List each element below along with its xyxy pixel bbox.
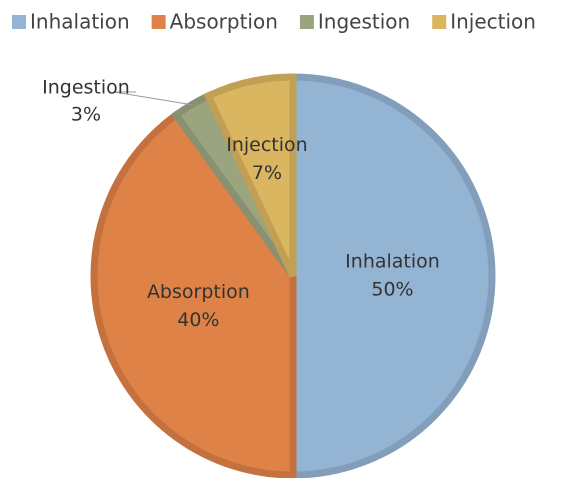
legend-label: Injection [450, 10, 536, 34]
pie-slice [289, 73, 496, 478]
slice-value: 50% [371, 279, 413, 301]
legend-swatch [299, 15, 314, 29]
leader-line [113, 91, 192, 106]
slice-label: Inhalation [345, 251, 440, 273]
legend-swatch [432, 15, 447, 29]
legend-label: Inhalation [30, 10, 130, 34]
legend-swatch [151, 15, 166, 29]
slice-value: 40% [177, 309, 219, 331]
slice-label: Injection [226, 134, 307, 156]
legend-label: Absorption [170, 10, 278, 34]
slice-label: Ingestion [42, 77, 130, 99]
slice-value: 3% [71, 104, 101, 126]
legend-swatch [12, 15, 26, 29]
legend-label: Ingestion [318, 10, 410, 34]
slice-value: 7% [252, 162, 282, 184]
pie-slice [203, 73, 297, 278]
slice-label: Absorption [147, 281, 250, 303]
pie-slice [90, 110, 297, 478]
